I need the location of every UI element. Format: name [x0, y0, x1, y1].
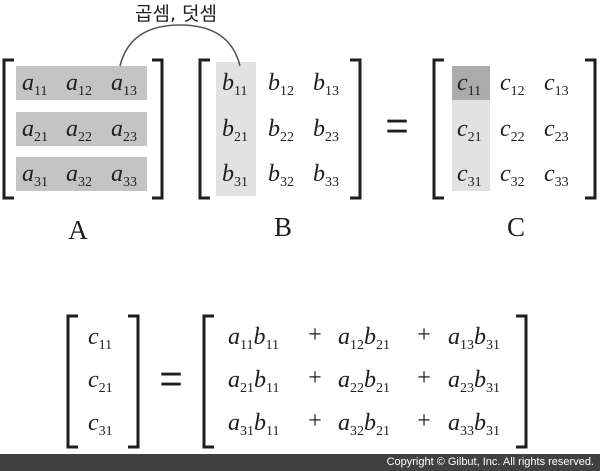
plus-sign: +: [308, 322, 322, 348]
plus-sign: +: [308, 365, 322, 391]
matrix-entry: b12: [268, 70, 294, 99]
matrix-entry: a31: [22, 161, 48, 190]
matrix-entry: a13: [111, 70, 137, 99]
matrix-c-left-bracket: [432, 58, 444, 200]
product-term: a11b11: [228, 324, 279, 353]
highlights: [16, 62, 490, 196]
lhs-right-bracket: [128, 314, 140, 449]
equals-sign-top: =: [385, 104, 408, 148]
product-term: a33b31: [448, 410, 500, 439]
matrix-a-row-2-highlight: [16, 112, 147, 146]
vector-entry: c21: [88, 367, 113, 396]
product-term: a13b31: [448, 324, 500, 353]
copyright-footer: Copyright © Gilbut, Inc. All rights rese…: [0, 454, 600, 471]
matrix-b-label: B: [274, 212, 292, 242]
product-term: a22b21: [338, 367, 390, 396]
matrix-a-left-bracket: [2, 58, 14, 200]
plus-sign: +: [417, 408, 431, 434]
matrix-entry: a33: [111, 161, 137, 190]
matrix-c-label: C: [507, 212, 525, 242]
matrix-a-entries: a11 a12 a13 a21 a22 a23 a31 a32 a33: [22, 70, 137, 190]
rhs-right-bracket: [516, 314, 528, 449]
heading-multiply-add: 곱셈, 덧셈: [135, 3, 217, 25]
matrix-b-column-1-highlight: [216, 62, 256, 196]
rhs-left-bracket: [202, 314, 214, 449]
matrix-entry: b22: [268, 116, 294, 145]
matrix-c-right-bracket: [585, 58, 597, 200]
matrix-entry: b23: [313, 116, 339, 145]
matrix-entry: c23: [544, 116, 569, 145]
matrix-entry: a21: [22, 116, 48, 145]
plus-sign: +: [308, 408, 322, 434]
matrix-c-cell-highlight: [452, 66, 490, 100]
matrix-entry: a11: [22, 70, 47, 99]
matrix-a-row-3-highlight: [16, 157, 147, 191]
product-term: a32b21: [338, 410, 390, 439]
matrix-a-right-bracket: [152, 58, 164, 200]
product-term: a31b11: [228, 410, 279, 439]
matrix-entry: c22: [500, 116, 525, 145]
matrix-entry: b33: [313, 161, 339, 190]
matrix-entry: c21: [457, 116, 482, 145]
matrix-entry: c33: [544, 161, 569, 190]
brackets: [2, 58, 597, 449]
matrix-entry: a22: [66, 116, 92, 145]
lhs-left-bracket: [66, 314, 78, 449]
matrix-entry: c32: [500, 161, 525, 190]
matrix-entry: c11: [457, 70, 481, 99]
matrix-entry: a23: [111, 116, 137, 145]
equals-sign-bottom: =: [159, 357, 182, 401]
matrix-entry: b32: [268, 161, 294, 190]
product-term: a21b11: [228, 367, 279, 396]
matrix-entry: b11: [222, 70, 247, 99]
matrix-entry: b31: [222, 161, 248, 190]
matrix-a-label: A: [68, 215, 88, 245]
matrix-entry: a32: [66, 161, 92, 190]
rhs-expansion: a11b11 + a12b21 + a13b31 a21b11 + a22b21…: [228, 322, 500, 439]
matrix-entry: c31: [457, 161, 482, 190]
matrix-entry: c12: [500, 70, 525, 99]
matrix-entry: b13: [313, 70, 339, 99]
product-term: a23b31: [448, 367, 500, 396]
connector-arc: [119, 24, 241, 67]
matrix-a-row-1-highlight: [16, 66, 147, 100]
matrix-b-right-bracket: [350, 58, 362, 200]
plus-sign: +: [417, 365, 431, 391]
matrix-entry: b21: [222, 116, 248, 145]
matrix-entry: a12: [66, 70, 92, 99]
lhs-column-vector: c11 c21 c31: [88, 324, 113, 439]
matrix-c-entries: c11 c12 c13 c21 c22 c23 c31 c32 c33: [457, 70, 569, 190]
plus-sign: +: [417, 322, 431, 348]
matrix-entry: c13: [544, 70, 569, 99]
matrix-b-entries: b11 b12 b13 b21 b22 b23 b31 b32 b33: [222, 70, 339, 190]
matrix-b-left-bracket: [198, 58, 210, 200]
product-term: a12b21: [338, 324, 390, 353]
vector-entry: c31: [88, 410, 113, 439]
vector-entry: c11: [88, 324, 112, 353]
